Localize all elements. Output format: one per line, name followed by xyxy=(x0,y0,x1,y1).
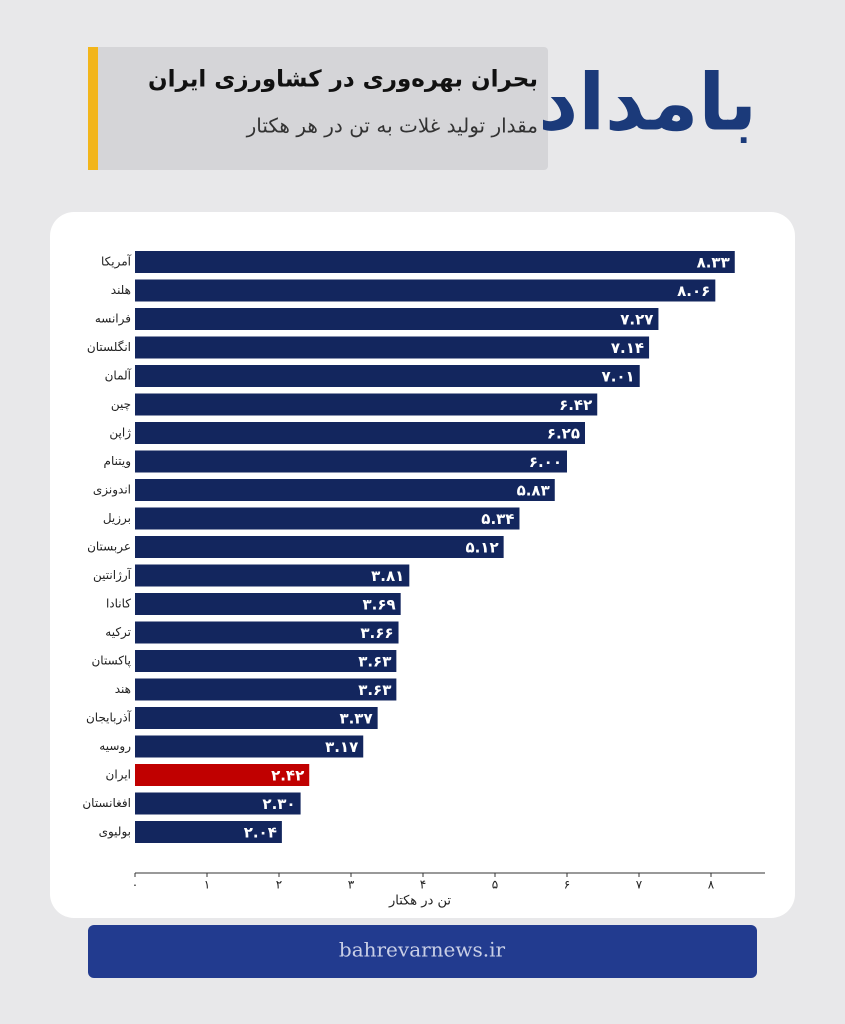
value-label: ۲.۰۴ xyxy=(244,824,277,842)
y-tick-label: ژاپن xyxy=(109,426,131,441)
footer-bar xyxy=(88,925,757,978)
header-accent xyxy=(88,47,98,170)
value-label: ۳.۶۳ xyxy=(358,681,391,699)
value-label: ۶.۰۰ xyxy=(529,453,562,471)
y-tick-label: آذربایجان xyxy=(86,710,132,726)
y-tick-label: ترکیه xyxy=(105,625,131,640)
value-label: ۸.۳۳ xyxy=(697,254,730,272)
x-tick-label: ۳ xyxy=(348,878,355,892)
bar xyxy=(135,678,397,701)
y-tick-label: ایران xyxy=(106,768,131,783)
y-tick-label: روسیه xyxy=(99,739,131,754)
x-tick-label: ۶ xyxy=(564,878,570,892)
value-label: ۳.۸۱ xyxy=(371,567,404,585)
value-label: ۵.۸۳ xyxy=(517,482,550,500)
bar xyxy=(135,479,555,501)
value-label: ۷.۰۱ xyxy=(602,368,635,386)
value-label: ۳.۳۷ xyxy=(339,710,372,728)
bar xyxy=(135,707,378,729)
y-tick-label: کانادا xyxy=(106,597,131,611)
x-tick-label: ۲ xyxy=(276,878,282,892)
bar xyxy=(135,764,310,786)
x-tick-label: ۷ xyxy=(636,878,643,892)
x-tick-label: ۰ xyxy=(132,878,138,892)
bar xyxy=(135,593,401,615)
value-label: ۸.۰۶ xyxy=(677,282,710,300)
value-label: ۵.۱۲ xyxy=(465,539,498,557)
bar xyxy=(135,821,282,843)
y-tick-label: افغانستان xyxy=(82,796,131,810)
bar xyxy=(135,365,640,387)
y-tick-label: برزیل xyxy=(103,511,131,526)
value-label: ۵.۳۴ xyxy=(481,510,514,528)
bar xyxy=(135,507,520,530)
y-tick-label: پاکستان xyxy=(91,654,131,668)
bar xyxy=(135,650,397,672)
x-tick-label: ۸ xyxy=(708,878,715,892)
y-tick-label: هلند xyxy=(111,283,131,297)
y-tick-label: چین xyxy=(111,397,131,412)
y-tick-label: آرژانتین xyxy=(93,567,132,583)
bar xyxy=(135,308,659,330)
x-tick-label: ۴ xyxy=(420,878,426,892)
bar xyxy=(135,735,364,758)
y-tick-label: اندونزی xyxy=(93,483,131,498)
subtitle: مقدار تولید غلات به تن در هر هکتار xyxy=(246,114,538,138)
bar xyxy=(135,621,399,644)
value-label: ۷.۲۷ xyxy=(620,311,653,329)
y-tick-label: هند xyxy=(115,682,131,696)
value-label: ۷.۱۴ xyxy=(611,339,644,357)
title: بحران بهره‌وری در کشاورزی ایران xyxy=(148,67,538,93)
bar xyxy=(135,564,410,587)
y-tick-label: بولیوی xyxy=(99,825,131,840)
value-label: ۳.۱۷ xyxy=(325,738,358,756)
value-label: ۶.۴۲ xyxy=(559,396,592,414)
x-tick-label: ۵ xyxy=(492,878,498,892)
bar xyxy=(135,279,716,302)
y-tick-label: عربستان xyxy=(87,540,131,555)
footer-url: bahrevarnews.ir xyxy=(339,938,506,962)
bar xyxy=(135,251,735,273)
bar xyxy=(135,450,567,473)
x-tick-label: ۱ xyxy=(204,878,210,892)
plot: ۰ ۱ ۲ ۳ ۴ ۵ ۶ ۷ ۸ تن در هکتار آمریکا ۸.۳۳ هلند ۸.۰۶ فر… xyxy=(82,251,765,909)
bar xyxy=(135,422,585,444)
y-tick-label: فرانسه xyxy=(95,312,131,327)
value-label: ۳.۶۹ xyxy=(363,596,396,614)
bar xyxy=(135,393,598,416)
bar xyxy=(135,536,504,558)
value-label: ۳.۶۳ xyxy=(358,653,391,671)
bar xyxy=(135,792,301,815)
y-tick-label: آمریکا xyxy=(101,254,132,270)
value-label: ۲.۴۲ xyxy=(271,767,304,785)
header-box xyxy=(88,47,548,170)
value-label: ۲.۳۰ xyxy=(262,795,295,813)
x-axis-label: تن در هکتار xyxy=(388,894,451,909)
value-label: ۳.۶۶ xyxy=(360,624,393,642)
y-tick-label: آلمان xyxy=(105,368,132,383)
y-tick-label: ویتنام xyxy=(104,454,131,469)
bar xyxy=(135,336,650,359)
value-label: ۶.۲۵ xyxy=(547,425,580,443)
y-tick-label: انگلستان xyxy=(87,340,131,354)
brand-logo: بامداد xyxy=(538,58,757,148)
